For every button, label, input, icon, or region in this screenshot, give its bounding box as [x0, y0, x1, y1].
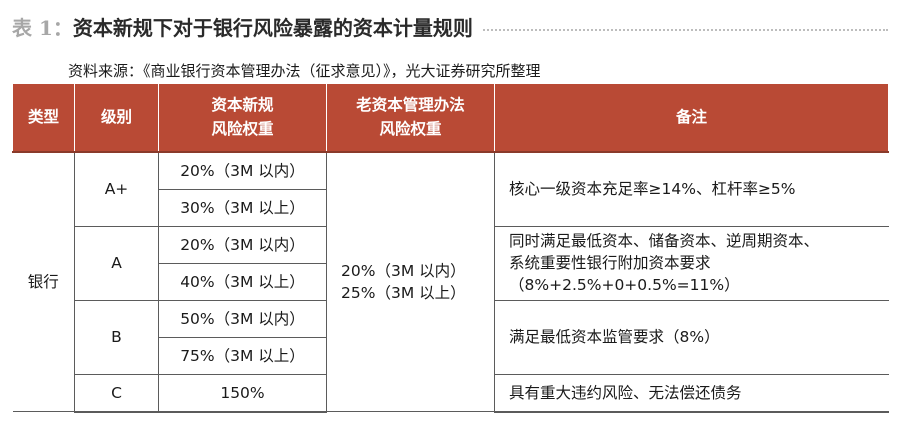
old-weight-cell: 20%（3M 以内） 25%（3M 以上）	[326, 151, 495, 412]
type-cell: 银行	[12, 151, 75, 412]
header-type: 类型	[12, 83, 75, 153]
header-old-rule: 老资本管理办法 风险权重	[326, 83, 495, 153]
capital-rules-table: 类型 级别 资本新规 风险权重 老资本管理办法 风险权重 备注 银行 A+ 20…	[12, 83, 889, 413]
grade-cell: C	[74, 373, 159, 413]
note-line: 同时满足最低资本、储备资本、逆周期资本、	[509, 232, 820, 250]
note-line: （8%+2.5%+0+0.5%=11%）	[509, 276, 740, 294]
header-grade: 级别	[74, 83, 159, 153]
table-row: 75%（3M 以上）	[13, 336, 889, 375]
grade-cell: A+	[74, 151, 159, 227]
table-title-text: 资本新规下对于银行风险暴露的资本计量规则	[72, 16, 473, 40]
header-row: 类型 级别 资本新规 风险权重 老资本管理办法 风险权重 备注	[12, 83, 889, 153]
note-cell: 同时满足最低资本、储备资本、逆周期资本、 系统重要性银行附加资本要求 （8%+2…	[494, 225, 889, 301]
source-note: 资料来源：《商业银行资本管理办法（征求意见）》，光大证券研究所整理	[68, 62, 541, 80]
new-weight-cell: 150%	[158, 373, 327, 413]
new-weight-cell: 40%（3M 以上）	[158, 262, 327, 301]
table-title: 表 1：资本新规下对于银行风险暴露的资本计量规则	[12, 14, 481, 42]
new-weight-cell: 20%（3M 以内）	[158, 225, 327, 264]
table-row: A 20%（3M 以内） 同时满足最低资本、储备资本、逆周期资本、 系统重要性银…	[13, 225, 889, 301]
title-row: 表 1：资本新规下对于银行风险暴露的资本计量规则	[12, 14, 888, 44]
note-line: 系统重要性银行附加资本要求	[509, 254, 711, 272]
new-weight-cell: 20%（3M 以内）	[158, 151, 327, 190]
note-cell: 具有重大违约风险、无法偿还债务	[494, 373, 889, 413]
old-weight-line: 20%（3M 以内）	[341, 261, 466, 280]
table-row: 40%（3M 以上）	[13, 262, 889, 301]
note-cell: 核心一级资本充足率≥14%、杠杆率≥5%	[494, 151, 889, 227]
new-weight-cell: 50%（3M 以内）	[158, 299, 327, 338]
table-row: 银行 A+ 20%（3M 以内） 20%（3M 以内） 25%（3M 以上） 核…	[12, 151, 889, 412]
header-note: 备注	[494, 83, 889, 153]
header-new-rule: 资本新规 风险权重	[158, 83, 327, 153]
table-row: 30%（3M 以上）	[13, 188, 889, 227]
grade-cell: B	[74, 299, 159, 375]
note-cell: 满足最低资本监管要求（8%）	[494, 299, 889, 375]
new-weight-cell: 30%（3M 以上）	[158, 188, 327, 227]
old-weight-line: 25%（3M 以上）	[341, 283, 466, 302]
table-row: B 50%（3M 以内） 满足最低资本监管要求（8%）	[13, 299, 889, 375]
table-number: 表 1：	[12, 16, 73, 40]
table-row: C 150% 具有重大违约风险、无法偿还债务	[13, 373, 889, 413]
grade-cell: A	[74, 225, 159, 301]
new-weight-cell: 75%（3M 以上）	[158, 336, 327, 375]
